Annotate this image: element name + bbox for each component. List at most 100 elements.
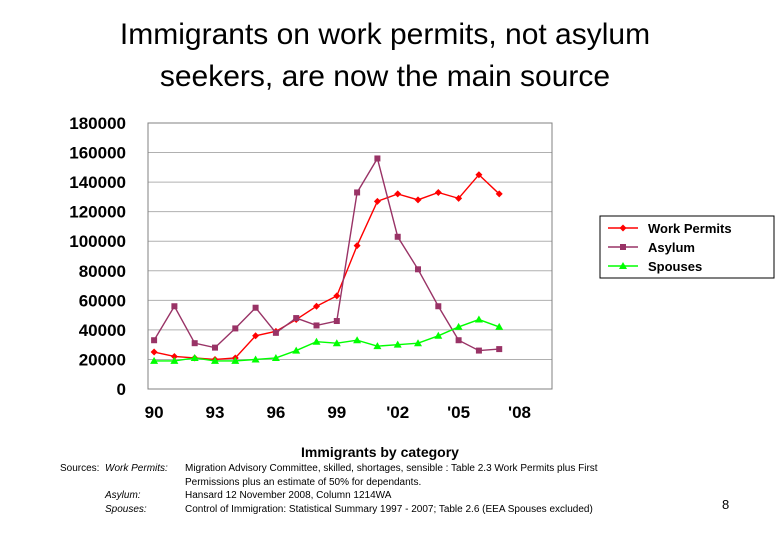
- spouses-point: [474, 315, 483, 323]
- chart-legend: Work Permits Asylum Spouses: [599, 215, 775, 279]
- sources-block: Sources: Work Permits: Migration Advisor…: [60, 462, 645, 516]
- x-tick-label: 93: [206, 403, 225, 422]
- x-tick-label: 99: [327, 403, 346, 422]
- asylum-point: [435, 303, 442, 310]
- slide-title-line-2: seekers, are now the main source: [159, 60, 611, 93]
- spouses-point: [170, 356, 179, 364]
- x-axis-tick-labels: 90 93 96 99 '02 '05 '08: [145, 403, 531, 422]
- work-permits-text: Migration Advisory Committee, skilled, s…: [185, 462, 645, 489]
- work-permits-point: [252, 332, 260, 340]
- asylum-point: [415, 266, 422, 273]
- spouses-point: [210, 356, 219, 364]
- y-tick-label: 20000: [79, 350, 126, 369]
- spouses-point: [495, 322, 504, 330]
- y-tick-label: 80000: [79, 262, 126, 281]
- spouses-text: Control of Immigration: Statistical Summ…: [185, 503, 593, 515]
- work-permits-point: [475, 171, 483, 179]
- work-permits-line: [153, 173, 500, 361]
- legend-spouses-marker: [619, 262, 627, 269]
- y-tick-label: 160000: [69, 144, 126, 163]
- asylum-point: [151, 337, 158, 344]
- asylum-point: [455, 337, 462, 344]
- x-axis-label: Immigrants by category: [301, 444, 459, 460]
- legend-asylum-marker: [620, 244, 626, 250]
- source-spouses: Spouses: Control of Immigration: Statist…: [60, 503, 645, 517]
- asylum-text: Hansard 12 November 2008, Column 1214WA: [185, 490, 392, 501]
- x-tick-label: '05: [447, 403, 470, 422]
- spouses-point: [393, 340, 402, 348]
- spouses-point: [414, 339, 423, 347]
- asylum-point: [475, 347, 482, 354]
- spouses-point: [231, 356, 240, 364]
- page-number: 8: [722, 497, 730, 512]
- spouses-point: [150, 356, 159, 364]
- spouses-point: [353, 336, 362, 344]
- y-tick-label: 100000: [69, 232, 126, 251]
- chart-grid: [148, 122, 552, 360]
- asylum-point: [293, 315, 300, 322]
- legend-spouses-label: Spouses: [648, 259, 702, 274]
- spouses-point: [312, 337, 321, 345]
- slide-title: Immigrants on work permits, not asylum s…: [40, 14, 730, 98]
- asylum-point: [313, 322, 320, 329]
- work-permits-label: Work Permits:: [105, 463, 168, 474]
- work-permits-point: [394, 190, 402, 198]
- asylum-point: [374, 155, 381, 162]
- asylum-point: [171, 303, 178, 310]
- y-axis-tick-labels: 0 20000 40000 60000 80000 100000 120000 140000 1…: [69, 114, 126, 399]
- work-permits-text-line-1: Migration Advisory Committee, skilled, s…: [185, 463, 598, 474]
- work-permits-point: [313, 302, 321, 310]
- spouses-label: Spouses:: [105, 503, 147, 515]
- spouses-point: [251, 355, 260, 363]
- source-work-permits: Sources: Work Permits: Migration Advisor…: [60, 462, 645, 489]
- asylum-point: [354, 189, 361, 196]
- spouses-point: [332, 339, 341, 347]
- asylum-line: [153, 156, 500, 352]
- spouses-point: [271, 353, 280, 361]
- work-permits-point: [455, 194, 463, 202]
- work-permits-text-line-2: Permissions plus an estimate of 50% for …: [185, 476, 422, 488]
- spouses-point: [190, 353, 199, 361]
- spouses-point: [292, 346, 301, 354]
- asylum-point: [211, 344, 218, 351]
- work-permits-point: [373, 197, 381, 205]
- y-tick-label: 180000: [69, 114, 126, 133]
- y-tick-label: 140000: [69, 173, 126, 192]
- x-tick-label: 90: [145, 403, 164, 422]
- asylum-point: [272, 329, 279, 336]
- asylum-label: Asylum:: [105, 490, 141, 501]
- asylum-point: [333, 318, 340, 325]
- x-tick-label: '08: [508, 403, 531, 422]
- legend-work-permits-marker: [619, 224, 627, 232]
- asylum-point: [496, 346, 503, 353]
- spouses-line: [154, 318, 500, 362]
- y-tick-label: 60000: [79, 291, 126, 310]
- y-tick-label: 120000: [69, 203, 126, 222]
- work-permits-point: [353, 242, 361, 250]
- spouses-point: [454, 322, 463, 330]
- asylum-point: [252, 304, 259, 311]
- asylum-point: [191, 340, 198, 347]
- slide-title-line-1: Immigrants on work permits, not asylum: [119, 18, 651, 51]
- work-permits-point: [150, 348, 158, 356]
- x-tick-label: 96: [266, 403, 285, 422]
- work-permits-point: [434, 188, 442, 196]
- work-permits-point: [495, 190, 503, 198]
- work-permits-point: [414, 196, 422, 204]
- source-asylum: Asylum: Hansard 12 November 2008, Column…: [60, 489, 645, 503]
- asylum-point: [232, 325, 239, 332]
- y-tick-label: 40000: [79, 321, 126, 340]
- legend-work-permits-label: Work Permits: [648, 221, 732, 236]
- asylum-point: [394, 233, 401, 240]
- work-permits-point: [170, 352, 178, 360]
- spouses-point: [434, 331, 443, 339]
- chart-series: [150, 155, 504, 364]
- x-tick-label: '02: [386, 403, 409, 422]
- spouses-point: [373, 342, 382, 350]
- plot-area-frame: [147, 122, 553, 390]
- sources-heading: Sources: Work Permits:: [60, 463, 168, 474]
- work-permits-point: [333, 292, 341, 300]
- y-tick-label: 0: [117, 380, 126, 399]
- legend-asylum-label: Asylum: [648, 240, 695, 255]
